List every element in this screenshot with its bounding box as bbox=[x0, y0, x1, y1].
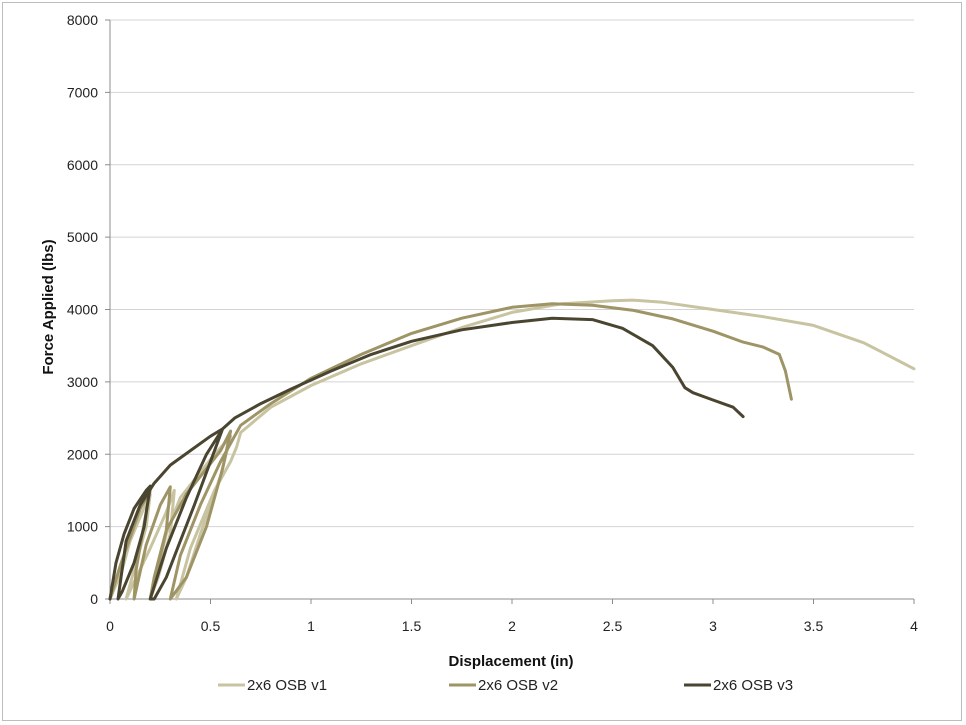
series-line-2 bbox=[108, 302, 793, 601]
legend-label: 2x6 OSB v2 bbox=[478, 677, 558, 694]
series-lines bbox=[108, 298, 916, 601]
y-tick-label: 2000 bbox=[67, 446, 98, 462]
y-axis-title: Force Applied (lbs) bbox=[40, 239, 57, 374]
gridlines bbox=[110, 19, 914, 528]
y-tick-label: 3000 bbox=[67, 374, 98, 390]
y-tick-label: 0 bbox=[90, 591, 98, 607]
y-tick-label: 8000 bbox=[67, 12, 98, 28]
x-tick-label: 4 bbox=[910, 618, 918, 634]
y-tick-label: 4000 bbox=[67, 302, 98, 318]
y-tick-label: 5000 bbox=[67, 229, 98, 245]
legend-label: 2x6 OSB v3 bbox=[713, 677, 793, 694]
x-tick-label: 0.5 bbox=[201, 618, 221, 634]
x-tick-label: 2 bbox=[508, 618, 516, 634]
x-tick-label: 1 bbox=[307, 618, 315, 634]
axes bbox=[105, 19, 915, 604]
x-tick-label: 0 bbox=[106, 618, 114, 634]
series-line-3 bbox=[108, 316, 745, 601]
series-line-1 bbox=[108, 298, 916, 601]
y-tick-label: 6000 bbox=[67, 157, 98, 173]
x-tick-label: 1.5 bbox=[402, 618, 422, 634]
legend: 2x6 OSB v1 2x6 OSB v2 2x6 OSB v3 bbox=[218, 677, 793, 694]
tick-labels: 0 1000 2000 3000 4000 5000 6000 7000 8000 0 0.5 1 1.… bbox=[67, 12, 918, 634]
legend-label: 2x6 OSB v1 bbox=[247, 677, 327, 694]
y-tick-label: 7000 bbox=[67, 84, 98, 100]
y-tick-label: 1000 bbox=[67, 519, 98, 535]
x-tick-label: 2.5 bbox=[603, 618, 623, 634]
x-tick-label: 3.5 bbox=[804, 618, 824, 634]
x-axis-title: Displacement (in) bbox=[448, 653, 573, 670]
x-tick-label: 3 bbox=[709, 618, 717, 634]
